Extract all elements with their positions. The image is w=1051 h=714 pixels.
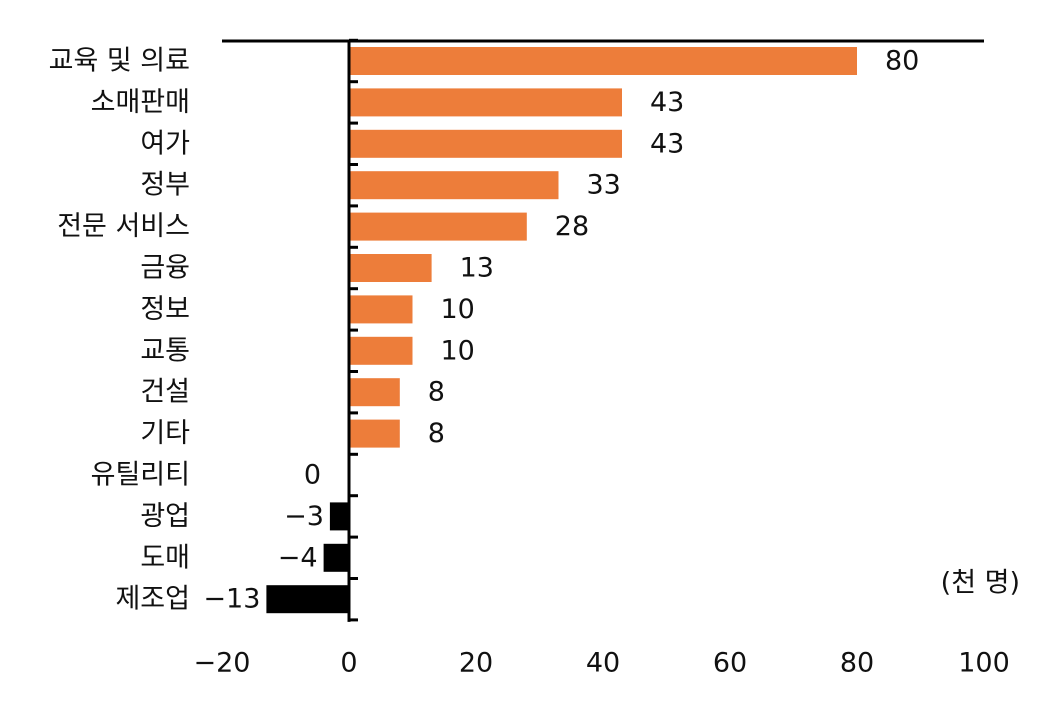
bar-13 — [266, 585, 349, 614]
x-tick-label-6: 100 — [958, 648, 1010, 679]
bar-11 — [329, 502, 349, 531]
x-tick-label-3: 40 — [586, 648, 620, 679]
category-label-7: 교통 — [140, 335, 190, 366]
category-label-13: 제조업 — [115, 584, 190, 615]
value-label-6: 10 — [441, 294, 475, 325]
bar-5 — [349, 254, 432, 282]
value-label-5: 13 — [460, 253, 494, 284]
category-label-3: 정부 — [140, 170, 190, 201]
unit-label: (천 명) — [941, 568, 1020, 599]
category-label-5: 금융 — [140, 253, 190, 284]
x-tick-label-0: −20 — [194, 648, 251, 679]
bar-2 — [349, 129, 622, 158]
value-label-12: −4 — [278, 542, 318, 573]
value-label-0: 80 — [885, 46, 919, 77]
x-tick-label-2: 20 — [459, 648, 493, 679]
bar-9 — [349, 419, 400, 448]
bar-8 — [349, 378, 400, 407]
value-label-3: 33 — [587, 170, 621, 201]
bar-0 — [349, 47, 857, 75]
category-label-8: 건설 — [140, 377, 190, 408]
value-label-10: 0 — [304, 460, 321, 491]
x-tick-label-1: 0 — [340, 648, 357, 679]
value-label-11: −3 — [284, 501, 324, 532]
category-label-1: 소매판매 — [91, 87, 190, 118]
zero-axis-group — [347, 38, 358, 622]
value-label-2: 43 — [650, 128, 684, 159]
value-label-8: 8 — [428, 377, 445, 408]
category-label-10: 유틸리티 — [91, 460, 190, 491]
category-label-4: 전문 서비스 — [57, 211, 190, 242]
bar-12 — [323, 543, 349, 572]
bar-4 — [349, 212, 527, 241]
category-label-11: 광업 — [140, 501, 190, 532]
bar-3 — [349, 171, 559, 200]
bars-group — [266, 47, 857, 614]
bar-6 — [349, 295, 413, 324]
x-tick-labels-group: −20 0 20 40 60 80 100 — [194, 648, 1010, 679]
x-tick-label-4: 60 — [713, 648, 747, 679]
value-label-7: 10 — [441, 335, 475, 366]
category-label-6: 정보 — [140, 294, 190, 325]
x-tick-label-5: 80 — [840, 648, 874, 679]
value-label-9: 8 — [428, 418, 445, 449]
value-label-4: 28 — [555, 211, 589, 242]
category-label-0: 교육 및 의료 — [49, 46, 190, 77]
value-label-13: −13 — [203, 584, 260, 615]
value-label-1: 43 — [650, 87, 684, 118]
category-label-2: 여가 — [140, 128, 190, 159]
category-label-12: 도매 — [140, 542, 190, 573]
bar-7 — [349, 336, 413, 365]
category-label-9: 기타 — [140, 418, 190, 449]
bar-1 — [349, 88, 622, 117]
